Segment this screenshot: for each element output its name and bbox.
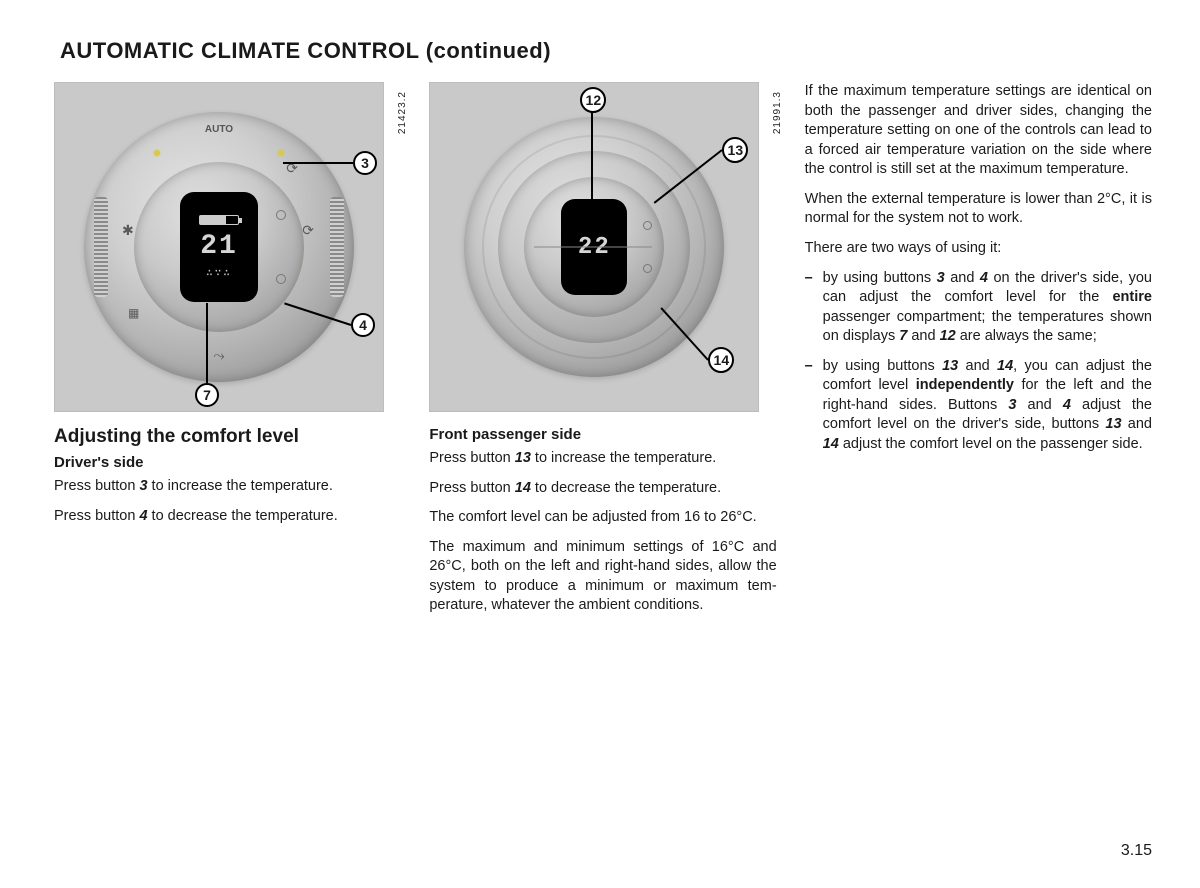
callout-3: 3 [353, 151, 377, 175]
col3-paragraph-1: If the maximum temperature settings are … [805, 82, 1152, 180]
defrost-rear-icon: ▦ [128, 306, 139, 320]
figure-passenger-dial: 21991.3 22 [429, 82, 759, 412]
figure-driver-dial: 21423.2 AUTO ⟳ ✱ ⟳ ▦ ⤳ [54, 82, 384, 412]
led-icon [278, 150, 284, 156]
fan-icon: ✱ [122, 222, 134, 239]
col3-paragraph-2: When the external temperature is lower t… [805, 190, 1152, 229]
usage-list: by using buttons 3 and 4 on the driv­er'… [805, 269, 1152, 455]
callout-14: 14 [708, 347, 734, 373]
airflow-icon: ⟳ [302, 222, 314, 239]
heading-comfort-level: Adjusting the comfort level [54, 426, 401, 448]
led-icon [154, 150, 160, 156]
passenger-paragraph-3: The comfort level can be adjusted from 1… [429, 508, 776, 528]
figure-ref: 21991.3 [772, 91, 783, 134]
list-item: by using buttons 3 and 4 on the driv­er'… [805, 269, 1152, 347]
callout-7: 7 [195, 383, 219, 407]
driver-temp-value: 21 [200, 231, 238, 262]
passenger-paragraph-2: Press button 14 to decrease the tem­pera… [429, 479, 776, 499]
figure-ref: 21423.2 [397, 91, 408, 134]
foot-vent-icon: ⤳ [213, 347, 224, 364]
driver-dial-outer: AUTO ⟳ ✱ ⟳ ▦ ⤳ [84, 112, 354, 382]
decrease-temp-button[interactable] [643, 264, 652, 273]
heading-passenger-side: Front passenger side [429, 426, 776, 443]
passenger-dial-ring: 22 [498, 151, 690, 343]
page-number: 3.15 [1121, 842, 1152, 860]
page-title: AUTOMATIC CLIMATE CONTROL (continued) [60, 38, 1152, 64]
columns: 21423.2 AUTO ⟳ ✱ ⟳ ▦ ⤳ [60, 82, 1152, 626]
passenger-dial-outer: 22 [464, 117, 724, 377]
driver-dial-inner: 21 ∴∵∴ [134, 162, 304, 332]
col3-paragraph-3: There are two ways of using it: [805, 239, 1152, 259]
manual-page: AUTOMATIC CLIMATE CONTROL (continued) 21… [0, 0, 1200, 888]
callout-13: 13 [722, 137, 748, 163]
callout-4: 4 [351, 313, 375, 337]
airflow-indicator-icon: ∴∵∴ [206, 266, 232, 280]
column-1: 21423.2 AUTO ⟳ ✱ ⟳ ▦ ⤳ [54, 82, 401, 626]
callout-12: 12 [580, 87, 606, 113]
driver-paragraph-2: Press button 4 to decrease the temper­at… [54, 507, 401, 527]
heading-driver-side: Driver's side [54, 454, 401, 471]
decrease-temp-button[interactable] [276, 274, 286, 284]
passenger-paragraph-1: Press button 13 to increase the tem­pera… [429, 449, 776, 469]
passenger-dial-inner: 22 [524, 177, 664, 317]
increase-temp-button[interactable] [276, 210, 286, 220]
increase-temp-button[interactable] [643, 221, 652, 230]
passenger-paragraph-4: The maximum and minimum settings of 16°C… [429, 538, 776, 616]
column-3: If the maximum temperature settings are … [805, 82, 1152, 626]
column-2: 21991.3 22 [429, 82, 776, 626]
driver-paragraph-1: Press button 3 to increase the tempera­t… [54, 477, 401, 497]
driver-display: 21 ∴∵∴ [180, 192, 258, 302]
auto-label: AUTO [205, 124, 233, 135]
list-item: by using buttons 13 and 14, you can adju… [805, 357, 1152, 455]
